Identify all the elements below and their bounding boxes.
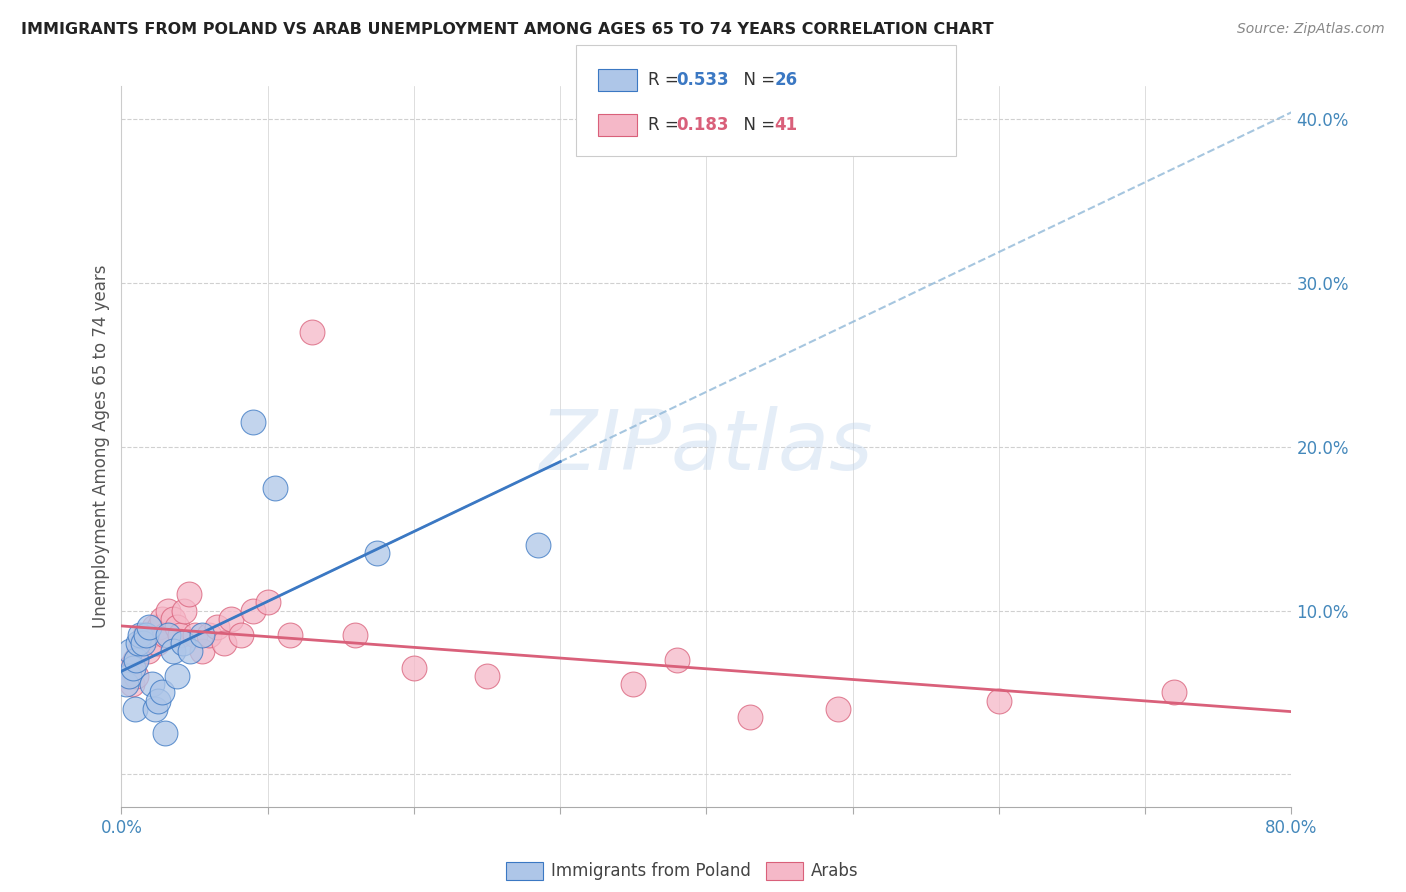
Point — [219, 612, 242, 626]
Point — [162, 644, 184, 658]
Point — [134, 628, 156, 642]
Point — [142, 620, 165, 634]
Point — [125, 669, 148, 683]
Point — [127, 636, 149, 650]
Text: N =: N = — [733, 116, 780, 134]
Text: Arabs: Arabs — [811, 862, 859, 880]
Point — [827, 702, 849, 716]
Point — [141, 677, 163, 691]
Point — [173, 603, 195, 617]
Point — [124, 653, 146, 667]
Point — [366, 546, 388, 560]
Point — [155, 726, 177, 740]
Point — [402, 661, 425, 675]
Point — [150, 612, 173, 626]
Point — [118, 669, 141, 683]
Point — [139, 628, 162, 642]
Point — [527, 538, 550, 552]
Text: IMMIGRANTS FROM POLAND VS ARAB UNEMPLOYMENT AMONG AGES 65 TO 74 YEARS CORRELATIO: IMMIGRANTS FROM POLAND VS ARAB UNEMPLOYM… — [21, 22, 994, 37]
Point — [131, 636, 153, 650]
Point — [129, 628, 152, 642]
Point — [135, 628, 157, 642]
Point — [150, 685, 173, 699]
Point — [1163, 685, 1185, 699]
Point — [146, 693, 169, 707]
Text: Immigrants from Poland: Immigrants from Poland — [551, 862, 751, 880]
Point — [120, 644, 142, 658]
Point — [114, 669, 136, 683]
Point — [155, 628, 177, 642]
Y-axis label: Unemployment Among Ages 65 to 74 years: Unemployment Among Ages 65 to 74 years — [93, 265, 110, 629]
Point — [124, 702, 146, 716]
Point — [132, 636, 155, 650]
Point — [138, 620, 160, 634]
Point — [475, 669, 498, 683]
Point — [157, 603, 180, 617]
Point — [148, 620, 170, 634]
Point — [666, 653, 689, 667]
Text: Source: ZipAtlas.com: Source: ZipAtlas.com — [1237, 22, 1385, 37]
Point — [183, 628, 205, 642]
Point — [256, 595, 278, 609]
Point — [212, 636, 235, 650]
Point — [191, 628, 214, 642]
Point — [191, 644, 214, 658]
Point — [172, 636, 194, 650]
Point — [987, 693, 1010, 707]
Point — [242, 603, 264, 617]
Point — [121, 677, 143, 691]
Point — [621, 677, 644, 691]
Text: R =: R = — [648, 71, 685, 89]
Point — [145, 636, 167, 650]
Text: 26: 26 — [775, 71, 797, 89]
Point — [344, 628, 367, 642]
Text: ZIPatlas: ZIPatlas — [540, 406, 873, 487]
Point — [278, 628, 301, 642]
Text: 41: 41 — [775, 116, 797, 134]
Point — [125, 653, 148, 667]
Text: R =: R = — [648, 116, 685, 134]
Point — [198, 628, 221, 642]
Text: 0.183: 0.183 — [676, 116, 728, 134]
Point — [157, 628, 180, 642]
Point — [122, 661, 145, 675]
Point — [136, 644, 159, 658]
Point — [179, 644, 201, 658]
Point — [242, 415, 264, 429]
Point — [169, 628, 191, 642]
Point — [231, 628, 253, 642]
Point — [740, 710, 762, 724]
Point — [301, 325, 323, 339]
Point — [177, 587, 200, 601]
Point — [166, 669, 188, 683]
Point — [118, 661, 141, 675]
Point — [166, 620, 188, 634]
Point — [114, 677, 136, 691]
Point — [162, 612, 184, 626]
Text: N =: N = — [733, 71, 780, 89]
Point — [205, 620, 228, 634]
Point — [264, 481, 287, 495]
Text: 0.533: 0.533 — [676, 71, 728, 89]
Point — [128, 644, 150, 658]
Point — [143, 702, 166, 716]
